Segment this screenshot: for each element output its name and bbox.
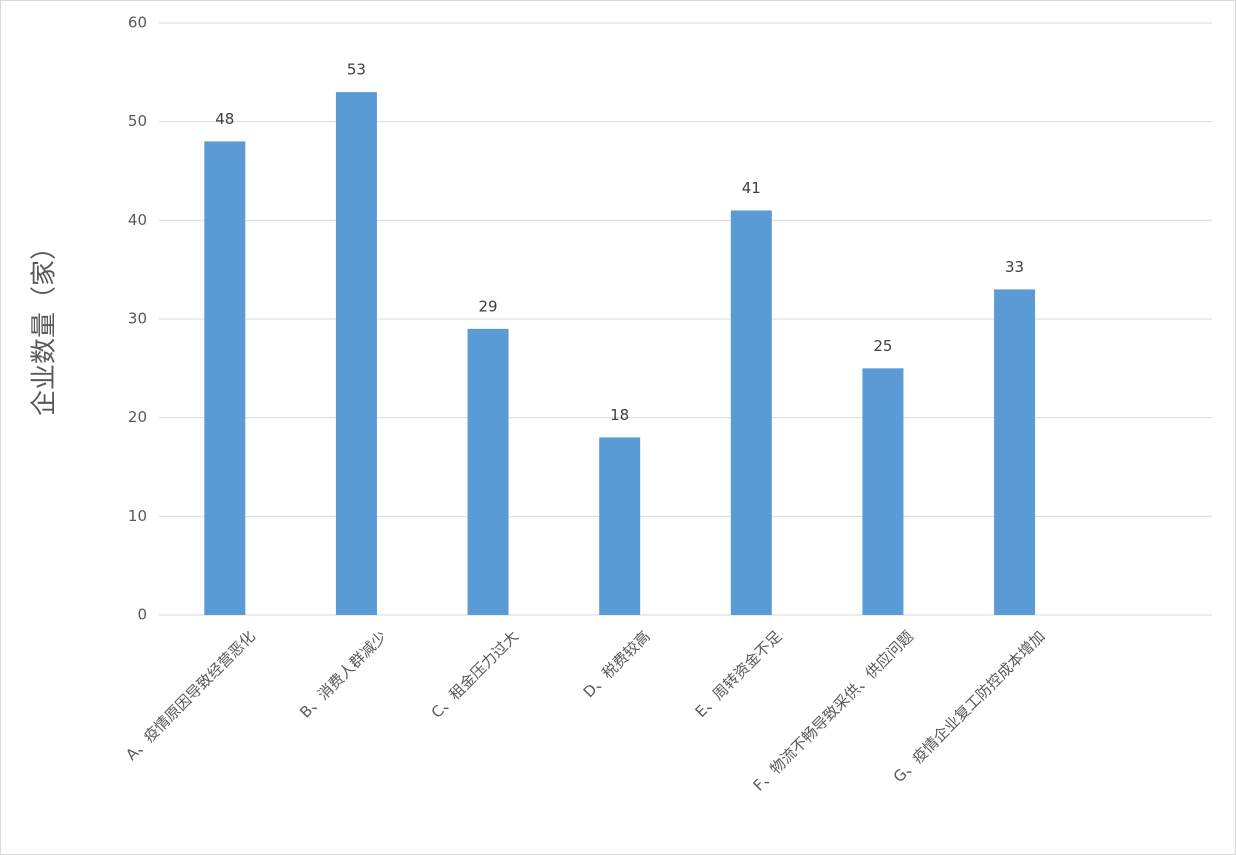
bar	[730, 210, 772, 615]
bar	[862, 368, 904, 615]
data-label: 41	[742, 179, 761, 197]
y-tick-label: 40	[128, 211, 147, 229]
y-tick-label: 20	[128, 408, 147, 426]
y-tick-label: 10	[128, 507, 147, 525]
y-tick-label: 30	[128, 310, 147, 328]
data-label: 29	[479, 297, 498, 315]
bar	[335, 92, 377, 616]
data-label: 18	[610, 406, 629, 424]
y-tick-label: 60	[128, 14, 147, 32]
y-tick-label: 0	[137, 606, 147, 624]
data-label: 33	[1005, 258, 1024, 276]
bar	[994, 289, 1036, 615]
bar	[204, 141, 246, 615]
data-label: 25	[873, 337, 892, 355]
data-label: 48	[215, 110, 234, 128]
bar	[599, 437, 641, 615]
bar	[467, 328, 509, 615]
data-label: 53	[347, 61, 366, 79]
y-axis-label: 企业数量（家）	[30, 234, 60, 416]
y-tick-label: 50	[128, 112, 147, 130]
